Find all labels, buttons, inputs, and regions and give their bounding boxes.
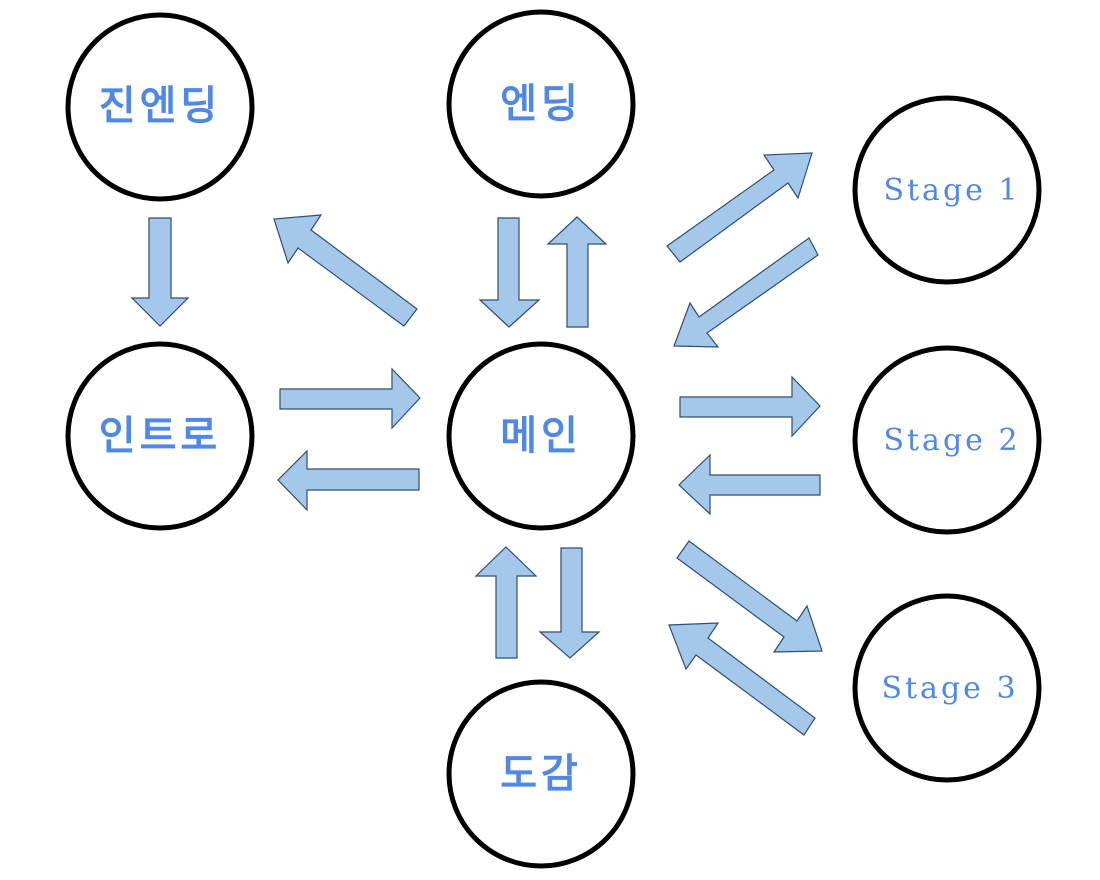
node-true-ending: 진엔딩 <box>68 15 252 199</box>
arrow-main-to-intro <box>278 451 419 510</box>
node-ending: 엔딩 <box>449 12 633 196</box>
node-stage3: Stage 3 <box>855 596 1039 780</box>
node-true-ending-label: 진엔딩 <box>99 83 221 129</box>
node-collection: 도감 <box>449 682 633 866</box>
node-stage1: Stage 1 <box>855 98 1039 282</box>
arrow-main-to-true-ending <box>274 215 417 326</box>
arrow-stage2-to-main <box>679 455 820 514</box>
arrow-main-to-collection <box>540 548 599 658</box>
arrow-intro-to-main <box>280 369 420 428</box>
arrow-main-to-stage1 <box>667 153 812 262</box>
node-intro-label: 인트로 <box>99 413 221 459</box>
node-stage2: Stage 2 <box>855 348 1039 532</box>
arrow-stage1-to-main <box>674 238 818 347</box>
node-collection-label: 도감 <box>500 751 582 797</box>
arrow-collection-to-main <box>476 547 536 658</box>
arrow-main-to-ending <box>548 217 606 327</box>
node-main-label: 메인 <box>500 413 582 459</box>
arrow-ending-to-main <box>480 218 539 327</box>
node-ending-label: 엔딩 <box>500 81 582 127</box>
node-intro: 인트로 <box>68 344 252 528</box>
arrow-true-ending-to-intro <box>132 218 188 326</box>
node-stage3-label: Stage 3 <box>881 671 1018 706</box>
node-stage2-label: Stage 2 <box>883 423 1020 458</box>
node-main: 메인 <box>449 344 633 528</box>
node-stage1-label: Stage 1 <box>883 173 1020 208</box>
arrow-main-to-stage2 <box>680 377 820 436</box>
